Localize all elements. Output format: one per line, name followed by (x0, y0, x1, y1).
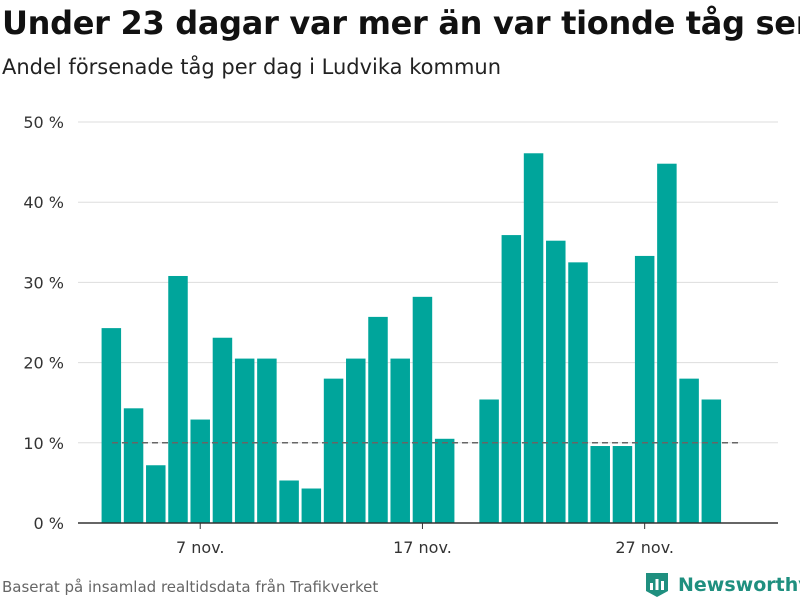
bar (546, 240, 566, 524)
bar (634, 255, 655, 523)
newsworthy-logo-icon (646, 573, 668, 597)
bar (657, 163, 677, 524)
bar (412, 296, 433, 523)
bar (590, 446, 610, 523)
y-tick-label: 30 % (23, 273, 64, 292)
bar (323, 378, 344, 523)
y-tick-label: 40 % (23, 193, 64, 212)
bar (212, 337, 233, 523)
logo-bar-1 (650, 583, 653, 590)
bar (257, 358, 277, 523)
source-note: Baserat på insamlad realtidsdata från Tr… (2, 578, 379, 596)
y-tick-label: 10 % (23, 434, 64, 453)
bar (279, 480, 299, 523)
bar (234, 358, 255, 523)
bar (612, 446, 633, 523)
bar (146, 465, 166, 523)
bar (679, 378, 699, 523)
bar (168, 275, 188, 523)
y-tick-label: 50 % (23, 113, 64, 132)
y-tick-label: 20 % (23, 354, 64, 373)
bar (390, 358, 410, 523)
logo-bar-3 (661, 581, 664, 590)
logo-bar-2 (655, 579, 659, 590)
bar (190, 419, 210, 523)
bar (523, 153, 544, 523)
bar (346, 358, 366, 523)
bar (101, 328, 122, 523)
brand-name: Newsworthy (678, 574, 800, 596)
bar (479, 399, 499, 523)
chart-title: Under 23 dagar var mer än var tionde tåg… (2, 4, 800, 42)
x-tick-label: 17 nov. (393, 538, 452, 557)
x-tick-label: 7 nov. (176, 538, 225, 557)
bar (701, 399, 722, 523)
bar (368, 316, 388, 523)
bar (501, 235, 522, 523)
y-tick-label: 0 % (34, 514, 64, 533)
bar (301, 488, 322, 523)
chart-subtitle: Andel försenade tåg per dag i Ludvika ko… (2, 55, 502, 79)
bar (434, 438, 455, 523)
bar (123, 408, 144, 523)
bar (568, 262, 588, 523)
x-tick-label: 27 nov. (615, 538, 674, 557)
brand-logo: Newsworthy (644, 570, 800, 600)
